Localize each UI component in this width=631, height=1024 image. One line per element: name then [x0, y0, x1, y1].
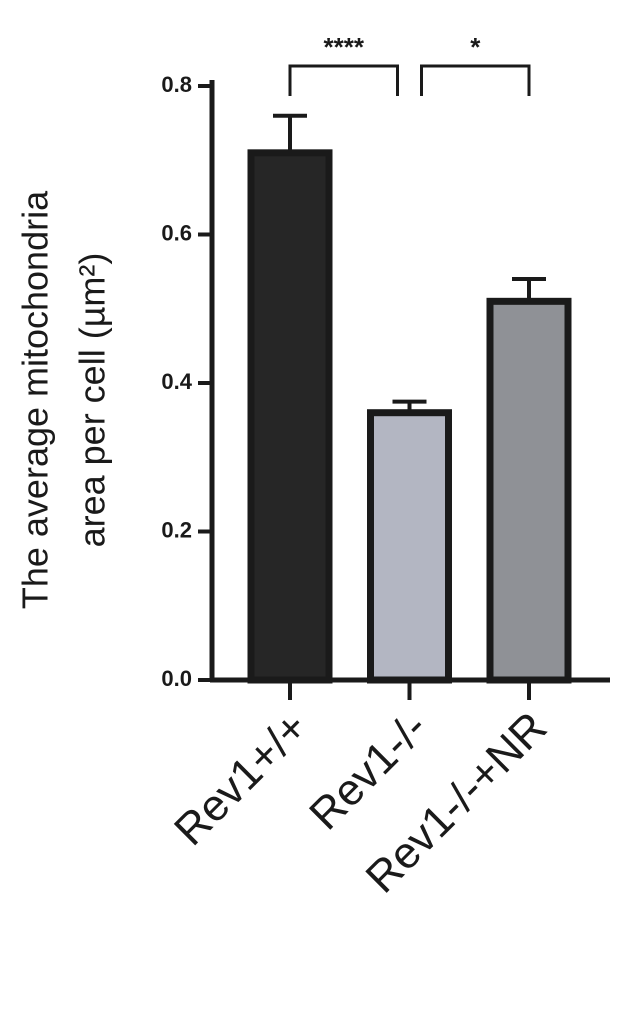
y-tick-label: 0.8 — [161, 72, 192, 97]
bar — [486, 297, 572, 684]
x-tick-label: Rev1+/+ — [165, 703, 317, 855]
y-tick-label: 0.6 — [161, 220, 192, 245]
significance-label: * — [470, 32, 481, 62]
y-tick-label: 0.2 — [161, 517, 192, 542]
y-tick-label: 0.0 — [161, 666, 192, 691]
significance-label: **** — [324, 32, 365, 62]
y-tick-label: 0.4 — [161, 369, 192, 394]
significance-bracket — [420, 64, 531, 96]
bar — [367, 409, 452, 684]
y-axis-label: The average mitochondria — [15, 190, 56, 609]
significance-bracket — [288, 64, 399, 96]
bar — [247, 149, 333, 684]
y-axis-label: area per cell (µm²) — [72, 253, 113, 548]
